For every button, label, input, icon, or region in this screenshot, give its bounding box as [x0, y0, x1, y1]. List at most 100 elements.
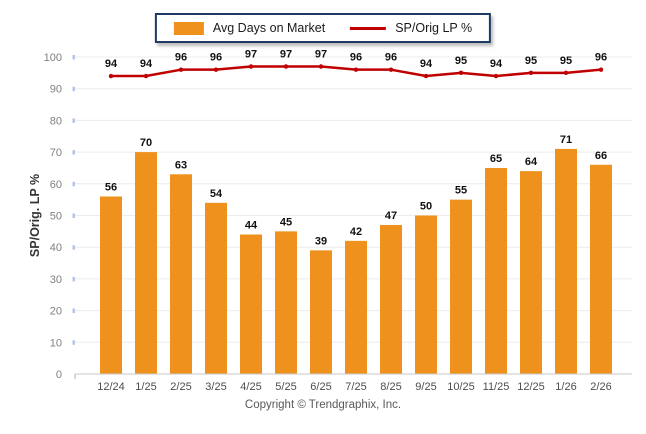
- y-axis-tick: [72, 181, 75, 187]
- line-point: [213, 67, 219, 72]
- legend-bar-label: Avg Days on Market: [212, 21, 326, 35]
- x-tick-label: 11/25: [483, 381, 510, 393]
- bar-value-label: 71: [560, 134, 572, 146]
- line-point: [458, 70, 464, 76]
- legend-line-swatch-icon: [350, 26, 387, 30]
- bar: [310, 250, 332, 374]
- legend-line-label: SP/Orig LP %: [395, 21, 473, 35]
- line-point: [353, 67, 359, 72]
- line-value-label: 95: [560, 55, 572, 67]
- bar: [415, 215, 437, 374]
- y-tick-label: 100: [44, 52, 62, 64]
- y-axis-tick: [72, 340, 75, 345]
- x-tick-label: 2/25: [170, 381, 191, 393]
- bar: [240, 234, 262, 374]
- bar: [450, 199, 472, 374]
- line-value-label: 96: [385, 52, 397, 64]
- line-point: [388, 67, 394, 72]
- line-value-label: 94: [490, 58, 503, 70]
- line-value-label: 94: [420, 58, 433, 70]
- chart-legend: Avg Days on Market SP/Orig LP %: [154, 13, 492, 43]
- x-tick-label: 3/25: [205, 381, 226, 393]
- line-value-label: 94: [105, 58, 118, 70]
- y-axis-title: SP/Orig. LP %: [28, 174, 42, 257]
- bar-value-label: 50: [420, 201, 432, 213]
- bar: [590, 164, 612, 374]
- y-axis-tick: [72, 55, 75, 60]
- line-value-label: 97: [315, 49, 327, 61]
- line-value-label: 95: [525, 55, 537, 67]
- x-tick-label: 1/25: [135, 381, 156, 393]
- bar: [170, 174, 192, 374]
- y-axis-tick: [72, 118, 75, 123]
- x-tick-label: 6/25: [310, 381, 331, 393]
- bar-value-label: 70: [140, 137, 152, 149]
- line-value-label: 96: [175, 52, 187, 64]
- x-tick-label: 1/26: [555, 381, 576, 393]
- chart-area: 0 10 20 30 40 50 60 70 80 90 100 56 70 63 54 44 45 39 42 47…: [0, 45, 646, 434]
- bar-value-label: 66: [595, 150, 607, 162]
- line-point: [143, 73, 149, 79]
- bar: [100, 196, 122, 374]
- bar: [485, 167, 507, 374]
- x-tick-label: 12/25: [517, 381, 545, 393]
- line-point: [563, 70, 569, 76]
- x-tick-label: 10/25: [447, 381, 475, 393]
- bar-value-label: 44: [245, 220, 258, 232]
- x-tick-label: 9/25: [415, 381, 436, 393]
- line-value-label: 96: [595, 52, 607, 64]
- line-point: [283, 64, 289, 69]
- line-value-label: 97: [245, 49, 257, 61]
- bar: [135, 152, 157, 374]
- line-point: [108, 73, 114, 79]
- bar-value-label: 39: [315, 235, 327, 247]
- y-axis-tick: [72, 245, 75, 250]
- y-tick-label: 20: [50, 306, 62, 318]
- bar-value-label: 55: [455, 185, 467, 197]
- bar-value-label: 45: [280, 216, 292, 228]
- y-axis-tick: [72, 213, 75, 218]
- line-value-label: 96: [210, 52, 222, 64]
- bar: [205, 202, 227, 374]
- chart-svg: 0 10 20 30 40 50 60 70 80 90 100 56 70 63 54 44 45 39 42 47…: [28, 49, 632, 393]
- bar-value-label: 56: [105, 181, 117, 193]
- x-tick-label: 12/24: [97, 381, 125, 393]
- bar-value-label: 42: [350, 226, 362, 238]
- bar: [275, 231, 297, 374]
- bar-value-label: 47: [385, 210, 397, 222]
- line-point: [528, 70, 534, 76]
- bar: [520, 171, 542, 374]
- y-tick-label: 30: [50, 274, 62, 286]
- line-point: [493, 73, 499, 79]
- y-tick-label: 50: [50, 211, 62, 223]
- y-tick-label: 90: [50, 84, 62, 96]
- y-tick-label: 0: [56, 369, 62, 381]
- y-tick-label: 60: [50, 179, 62, 191]
- footer-copyright: Copyright © Trendgraphix, Inc.: [244, 399, 402, 411]
- x-tick-label: 5/25: [275, 381, 296, 393]
- y-tick-label: 80: [50, 115, 62, 127]
- legend-bar-swatch-icon: [173, 21, 204, 35]
- bar-value-label: 54: [210, 188, 223, 200]
- line-value-label: 95: [455, 55, 467, 67]
- y-axis-tick: [72, 276, 75, 282]
- bar-value-label: 63: [175, 159, 187, 171]
- line-point: [248, 64, 254, 69]
- y-tick-label: 10: [50, 337, 62, 349]
- bar: [380, 225, 402, 374]
- bar-value-label: 65: [490, 153, 502, 165]
- line-point: [598, 67, 604, 72]
- x-tick-label: 2/26: [590, 381, 611, 393]
- y-axis-tick: [72, 150, 75, 155]
- line-value-label: 97: [280, 49, 292, 61]
- bar: [555, 148, 577, 374]
- bar: [345, 240, 367, 374]
- x-tick-label: 7/25: [345, 381, 366, 393]
- line-value-label: 96: [350, 52, 362, 64]
- y-tick-label: 40: [50, 242, 62, 254]
- y-tick-label: 70: [50, 147, 62, 159]
- line-value-label: 94: [140, 58, 153, 70]
- y-axis-tick: [72, 86, 75, 92]
- bar-value-label: 64: [525, 156, 538, 168]
